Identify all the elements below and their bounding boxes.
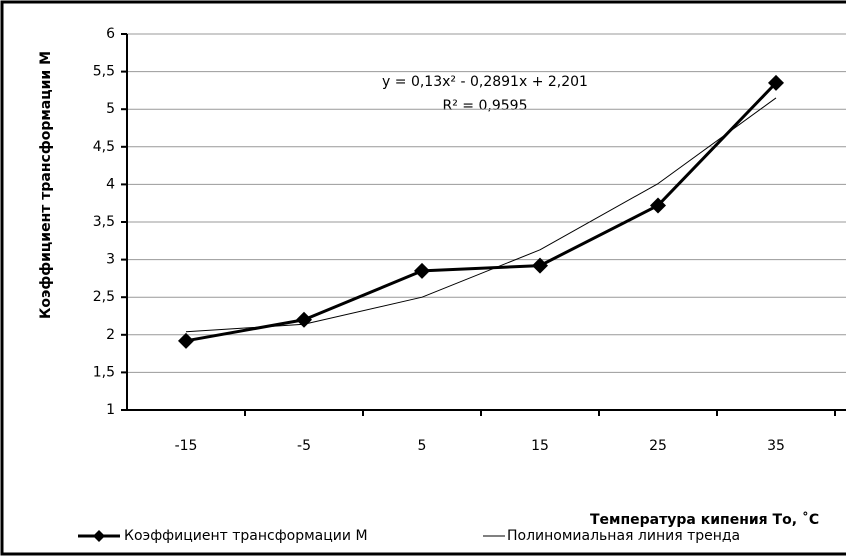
y-tick-label: 4,5 bbox=[93, 139, 115, 155]
y-tick-label: 3,5 bbox=[93, 214, 115, 230]
y-tick-label: 1 bbox=[106, 402, 115, 418]
legend-label: Полиномиальная линия тренда bbox=[507, 528, 740, 544]
y-tick-label: 2,5 bbox=[93, 289, 115, 305]
marker bbox=[414, 262, 430, 279]
marker bbox=[768, 74, 784, 91]
marker bbox=[178, 332, 194, 349]
trend-r2: R² = 0,9595 bbox=[443, 98, 528, 114]
x-tick-label: 25 bbox=[649, 438, 667, 454]
x-axis-title: Температура кипения То, ˚С bbox=[590, 511, 819, 528]
x-tick-label: 35 bbox=[767, 438, 785, 454]
y-tick-label: 5 bbox=[106, 101, 115, 117]
y-tick-label: 6 bbox=[106, 26, 115, 42]
legend-marker bbox=[93, 530, 105, 542]
y-tick-label: 1,5 bbox=[93, 364, 115, 380]
trend-equation: y = 0,13x² - 0,2891x + 2,201 bbox=[382, 74, 588, 90]
y-axis-title: Коэффициент трансформации М bbox=[38, 51, 54, 319]
y-tick-label: 5,5 bbox=[93, 64, 115, 80]
x-tick-label: 15 bbox=[531, 438, 549, 454]
y-tick-label: 3 bbox=[106, 252, 115, 268]
x-tick-label: 5 bbox=[418, 438, 427, 454]
trend-line bbox=[185, 97, 777, 333]
y-tick-label: 4 bbox=[106, 176, 115, 192]
y-tick-label: 2 bbox=[106, 327, 115, 343]
legend-label: Коэффициент трансформации М bbox=[124, 528, 368, 544]
series-line bbox=[185, 81, 778, 343]
x-tick-label: -15 bbox=[175, 438, 198, 454]
marker bbox=[650, 197, 666, 214]
marker bbox=[532, 257, 548, 274]
x-tick-label: -5 bbox=[297, 438, 311, 454]
